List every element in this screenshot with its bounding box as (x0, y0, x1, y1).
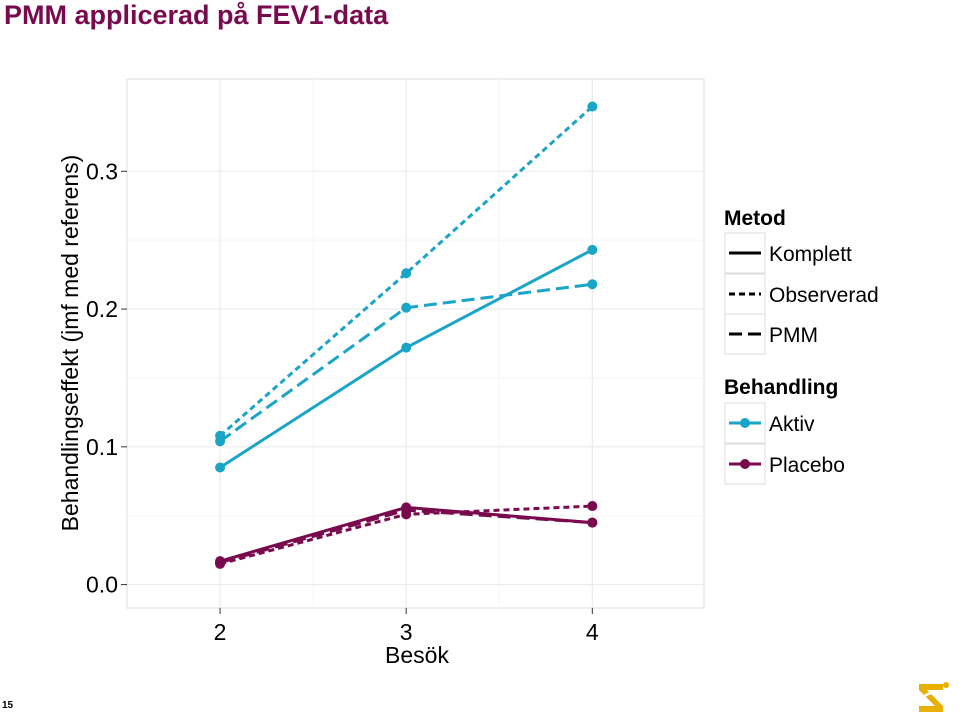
legend-label-placebo: Placebo (769, 454, 845, 477)
x-tick-label: 2 (214, 619, 227, 645)
y-tick-label: 0.1 (86, 434, 118, 460)
y-tick-label: 0.0 (86, 572, 118, 598)
data-point-placebo-observerad (587, 501, 598, 512)
y-axis: 0.0 0.1 0.2 0.3 (86, 158, 127, 598)
legend-key-point-placebo (740, 459, 750, 469)
x-axis: 2 3 4 (214, 608, 599, 645)
legend-label-observerad: Observerad (769, 284, 879, 307)
page-number: 15 (2, 700, 14, 711)
y-tick-label: 0.3 (86, 158, 118, 184)
data-point-placebo-pmm (587, 517, 598, 528)
company-logo-icon (919, 682, 949, 712)
data-point-aktiv-pmm (215, 436, 226, 447)
y-axis-label: Behandlingseffekt (jmf med referens) (57, 155, 83, 532)
data-point-aktiv-pmm (587, 279, 598, 290)
series-layer (215, 101, 598, 569)
series-line-aktiv-observerad (219, 105, 594, 437)
data-point-aktiv-observerad (401, 268, 412, 279)
y-tick-label: 0.2 (86, 296, 118, 322)
data-point-aktiv-pmm (401, 302, 412, 313)
x-tick-label: 4 (586, 619, 599, 645)
grid-lines (127, 79, 704, 608)
legend: Metod Komplett Observerad PMM Behandling… (724, 207, 879, 485)
legend-label-pmm: PMM (769, 324, 818, 347)
legend-title-behandling: Behandling (724, 376, 838, 399)
x-axis-label: Besök (385, 642, 449, 668)
data-point-aktiv-observerad (587, 101, 598, 112)
data-point-aktiv-komplett (587, 244, 598, 255)
legend-key-point-aktiv (740, 418, 750, 428)
legend-label-komplett: Komplett (769, 243, 852, 266)
legend-label-aktiv: Aktiv (769, 413, 815, 436)
data-point-placebo-pmm (401, 505, 412, 516)
x-tick-label: 3 (400, 619, 413, 645)
slide-title: PMM applicerad på FEV1-data (4, 0, 389, 30)
legend-title-metod: Metod (724, 207, 786, 230)
data-point-aktiv-komplett (401, 342, 412, 353)
data-point-aktiv-komplett (215, 462, 226, 473)
data-point-placebo-pmm (215, 557, 226, 568)
